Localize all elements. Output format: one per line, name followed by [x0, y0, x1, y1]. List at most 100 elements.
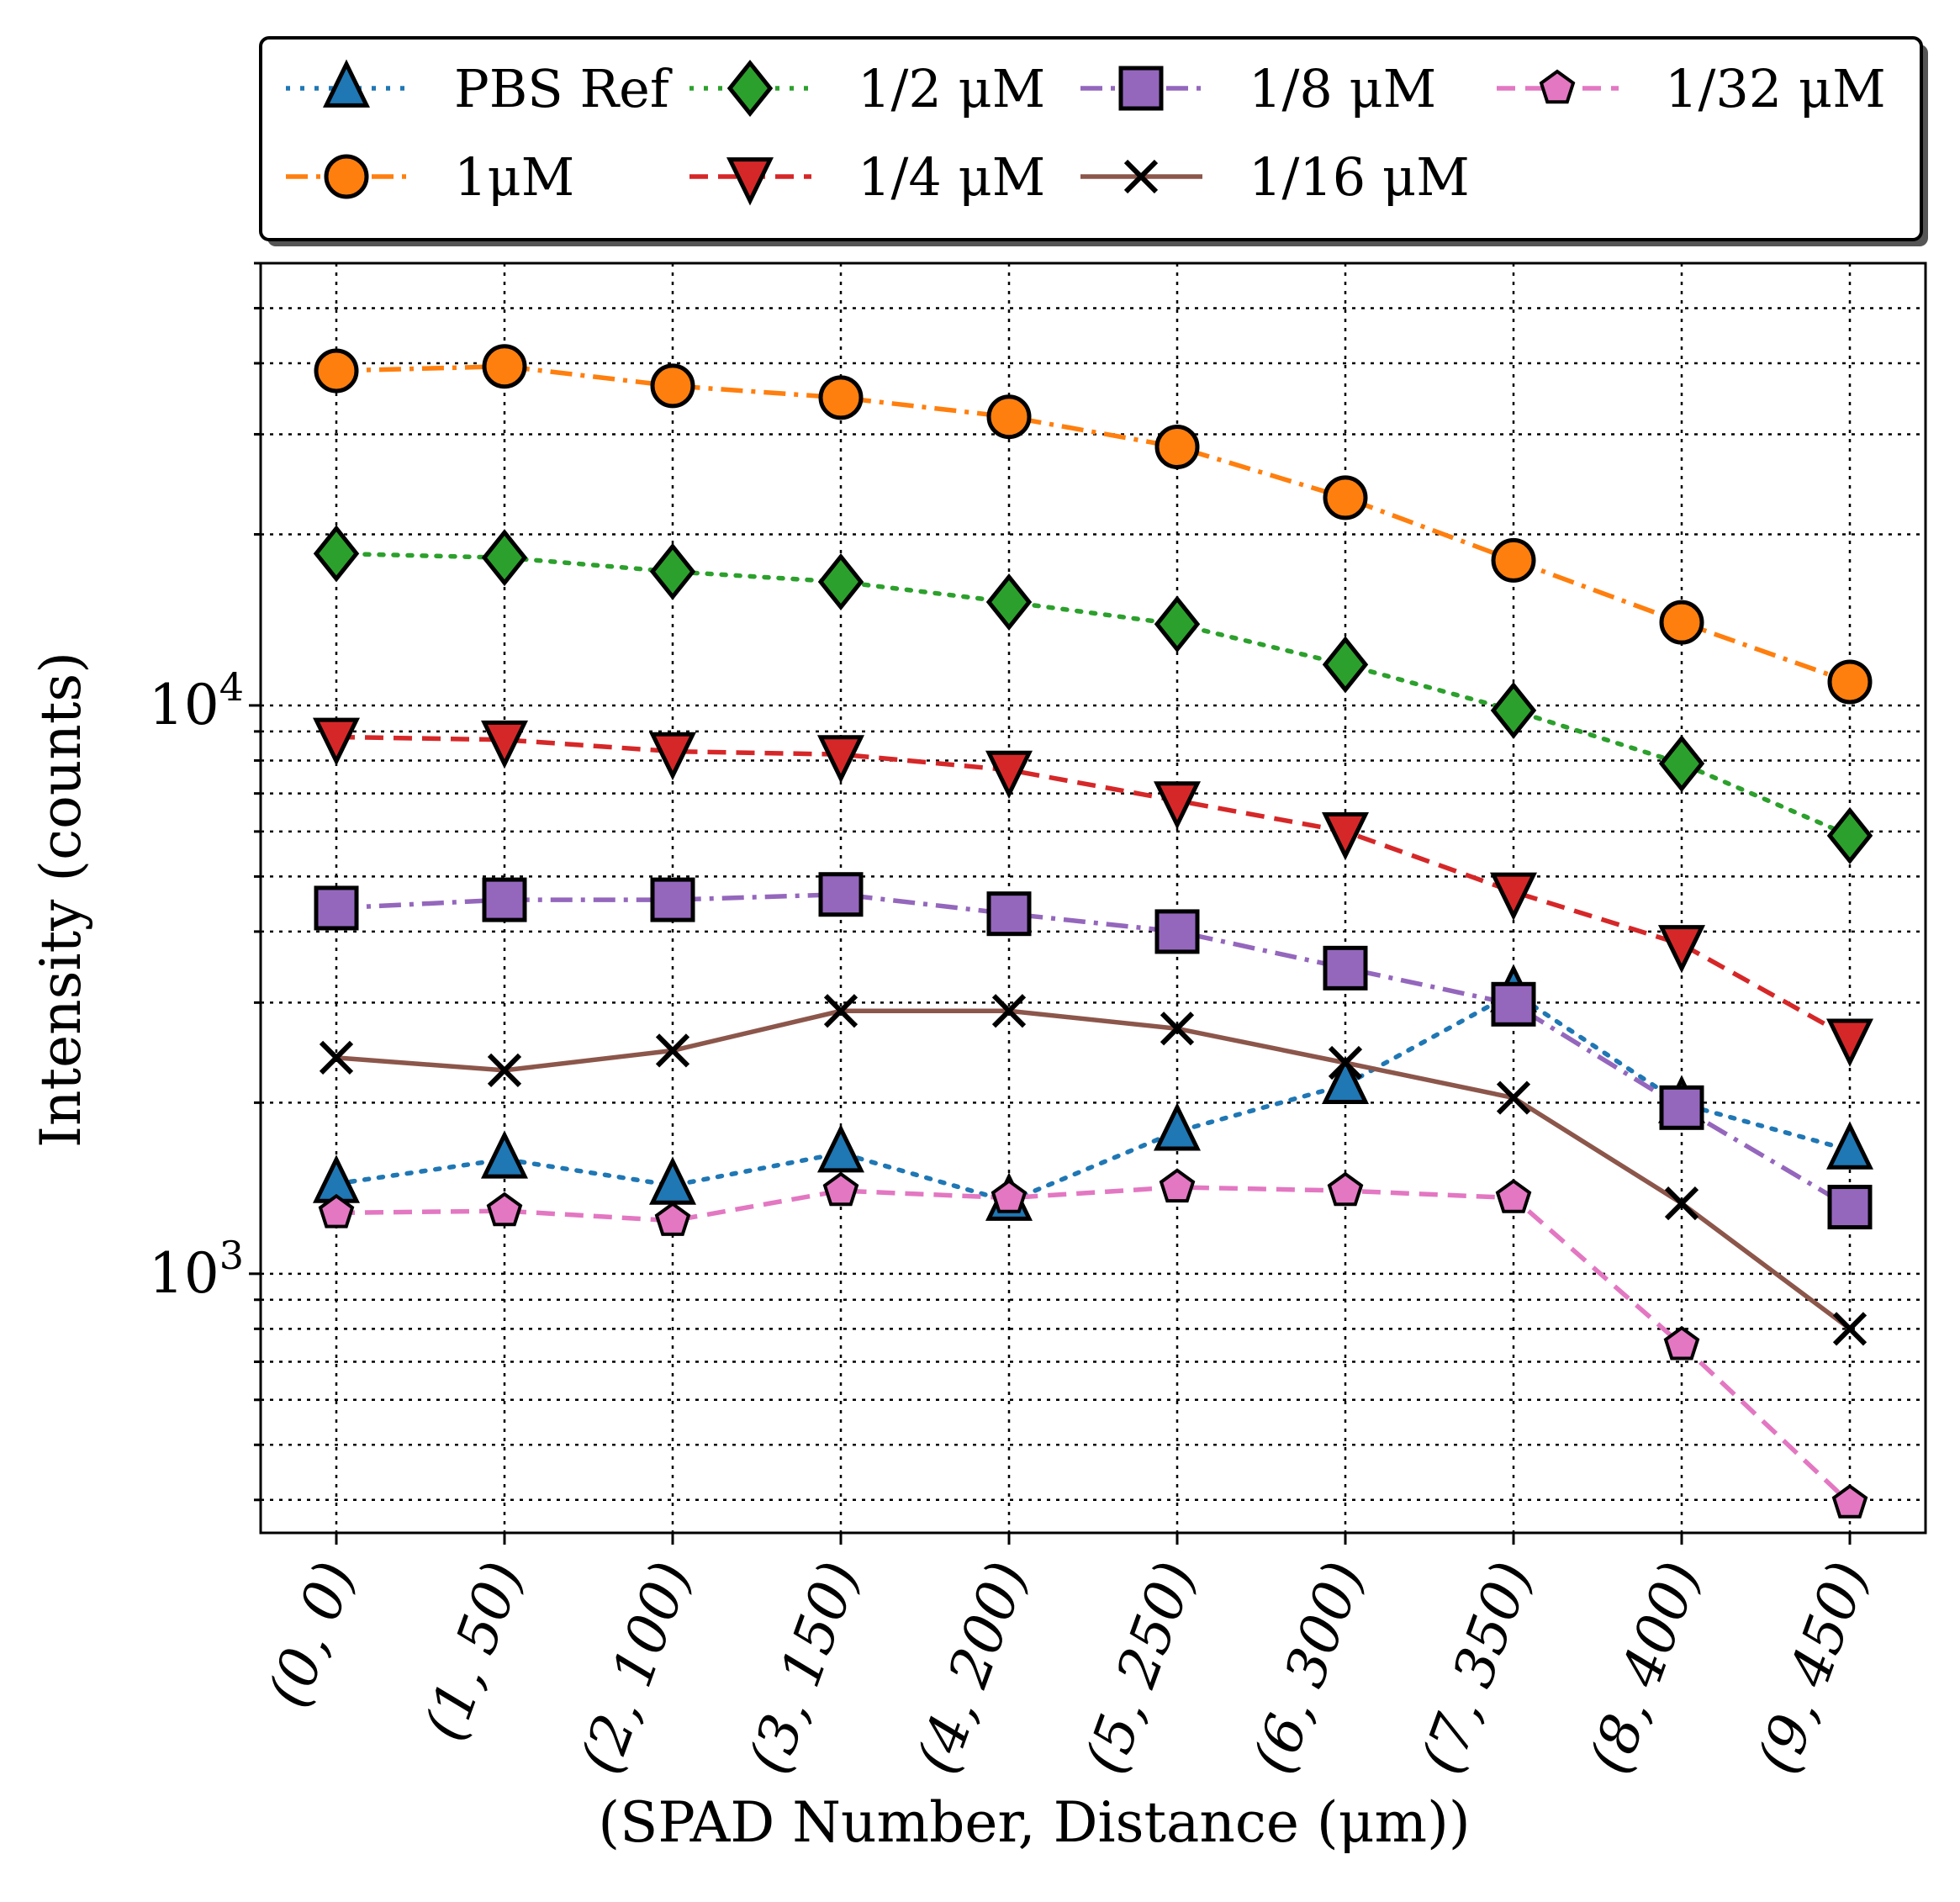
data-point [648, 732, 697, 781]
x-tick-label: (0, 0) [256, 1553, 367, 1715]
data-point [482, 344, 527, 389]
x-tick-label: (5, 250) [1072, 1553, 1208, 1782]
data-point [655, 1033, 690, 1068]
data-point [313, 525, 360, 583]
series [312, 717, 1874, 1067]
data-point [823, 994, 858, 1028]
legend-marker [726, 59, 774, 118]
series [312, 964, 1874, 1221]
data-point [1153, 1102, 1202, 1151]
data-point [986, 394, 1032, 440]
series-line [335, 734, 1852, 1040]
data-point [985, 750, 1033, 800]
data-point [314, 885, 359, 931]
y-axis-label: Intensity (counts) [29, 652, 93, 1148]
data-point [822, 1171, 859, 1207]
data-point [1491, 981, 1536, 1027]
legend-item: 1/32 μM [1497, 58, 1886, 119]
data-point [1663, 1325, 1700, 1360]
plot-frame [259, 262, 1927, 1535]
series-layer [312, 344, 1874, 1519]
data-point [1495, 1179, 1532, 1213]
y-tick-label: 103 [149, 1233, 244, 1306]
data-point [1664, 1186, 1699, 1221]
series [319, 994, 1868, 1346]
series-line [335, 363, 1851, 684]
legend-label: 1/4 μM [858, 146, 1045, 208]
data-point [1323, 475, 1368, 520]
data-point [1831, 1484, 1868, 1519]
x-tick-label: (6, 300) [1240, 1553, 1376, 1782]
data-point [818, 375, 864, 420]
legend-marker [1118, 66, 1164, 111]
series-line [335, 891, 1852, 1209]
x-tick-label: (2, 100) [568, 1553, 704, 1782]
data-point [991, 1179, 1028, 1213]
series [318, 1168, 1868, 1519]
x-tick-label: (8, 400) [1577, 1553, 1713, 1782]
legend-marker [1539, 69, 1576, 104]
legend-label: PBS Ref [454, 58, 673, 119]
legend-item: 1/8 μM [1080, 58, 1436, 119]
data-point [1328, 1045, 1363, 1080]
data-point [1490, 681, 1537, 739]
grid [261, 262, 1926, 1533]
data-point [817, 552, 864, 610]
legend-marker [1123, 159, 1159, 194]
data-point [1154, 909, 1200, 954]
x-tick-label: (3, 150) [736, 1553, 872, 1782]
data-point [1825, 1121, 1874, 1170]
data-point [991, 994, 1027, 1028]
legend-item: 1μM [286, 146, 574, 208]
data-point [486, 1191, 523, 1227]
data-point [1322, 636, 1369, 694]
x-tick-label: (1, 50) [412, 1553, 536, 1749]
data-point [314, 348, 359, 394]
data-point [1154, 425, 1200, 470]
data-point [480, 1130, 529, 1179]
x-tick-label: (9, 450) [1745, 1553, 1881, 1782]
data-point [1159, 1168, 1196, 1203]
data-point [816, 735, 865, 784]
data-point [480, 720, 529, 769]
y-tick-label: 104 [149, 664, 244, 737]
legend-item: 1/2 μM [689, 58, 1045, 119]
legend-item: PBS Ref [286, 58, 673, 119]
series [314, 344, 1873, 705]
series-line [335, 1185, 1852, 1505]
data-point [818, 872, 864, 917]
data-point [487, 1053, 522, 1088]
data-point [654, 1202, 691, 1236]
data-point [650, 363, 695, 409]
series-line [334, 990, 1852, 1204]
legend-label: 1/16 μM [1249, 146, 1470, 208]
legend-item: 1/16 μM [1080, 146, 1470, 208]
data-point [1321, 811, 1370, 861]
data-point [1659, 600, 1704, 645]
data-point [1657, 925, 1706, 974]
data-point [1659, 1085, 1704, 1130]
data-point [1327, 1171, 1364, 1207]
x-axis-label: (SPAD Number, Distance (μm)) [598, 1790, 1470, 1855]
data-point [1826, 806, 1873, 864]
series [314, 872, 1873, 1230]
legend-marker [324, 154, 369, 199]
legend-label: 1μM [454, 146, 574, 208]
data-point [482, 877, 527, 922]
data-point [986, 891, 1032, 937]
data-point [649, 542, 696, 600]
data-point [319, 1040, 354, 1075]
legend-label: 1/32 μM [1665, 58, 1886, 119]
legend-marker [322, 59, 371, 108]
data-point [318, 1193, 355, 1228]
data-point [1827, 659, 1873, 705]
data-point [1154, 595, 1201, 653]
data-point [1825, 1018, 1874, 1067]
x-tick-label: (4, 200) [904, 1553, 1040, 1782]
data-point [1321, 1055, 1370, 1105]
data-point [312, 717, 361, 766]
series-line [335, 1008, 1852, 1331]
legend-label: 1/2 μM [858, 58, 1045, 119]
data-point [1153, 781, 1202, 830]
